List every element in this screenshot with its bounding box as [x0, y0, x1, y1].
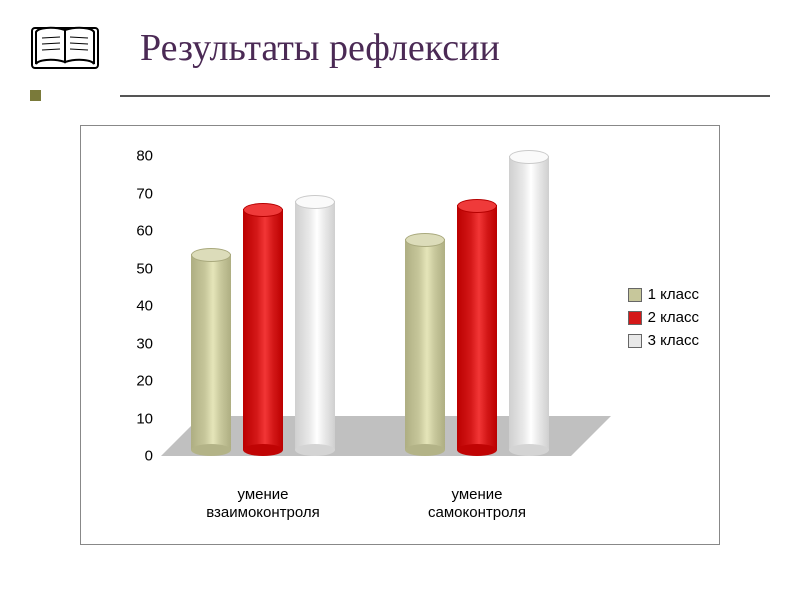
legend-item: 3 класс	[628, 332, 699, 349]
gridline	[201, 116, 611, 117]
bar-cylinder	[295, 201, 335, 456]
gridline	[201, 191, 611, 192]
bar-cylinder	[405, 239, 445, 457]
y-tick-label: 10	[136, 410, 153, 427]
y-tick-label: 20	[136, 373, 153, 390]
x-category-label: умениевзаимоконтроля	[188, 486, 338, 522]
y-tick-label: 50	[136, 260, 153, 277]
y-tick-label: 60	[136, 223, 153, 240]
bar-cylinder	[457, 205, 497, 456]
y-tick-label: 40	[136, 298, 153, 315]
legend-label: 2 класс	[648, 309, 699, 326]
y-tick-label: 70	[136, 185, 153, 202]
legend-label: 1 класс	[648, 286, 699, 303]
bar-cylinder	[243, 209, 283, 457]
y-tick-label: 80	[136, 148, 153, 165]
gridline	[201, 154, 611, 155]
x-category-label: умениесамоконтроля	[402, 486, 552, 522]
legend-swatch	[628, 288, 642, 302]
slide: Результаты рефлексии 0 10 20 30 40 50 60 70 80 ум…	[0, 0, 800, 600]
title-bullet	[30, 90, 41, 101]
legend-item: 2 класс	[628, 309, 699, 326]
page-title: Результаты рефлексии	[140, 26, 500, 70]
bar-cylinder	[509, 156, 549, 456]
bar-cylinder	[191, 254, 231, 457]
gridline-side	[161, 154, 201, 235]
legend-swatch	[628, 311, 642, 325]
legend-item: 1 класс	[628, 286, 699, 303]
chart-legend: 1 класс 2 класс 3 класс	[628, 286, 699, 355]
title-underline	[120, 95, 770, 97]
gridline-side	[161, 116, 201, 197]
legend-swatch	[628, 334, 642, 348]
y-tick-label: 30	[136, 335, 153, 352]
open-book-icon	[30, 20, 100, 75]
plot-area: 01020304050607080умениевзаимоконтроляуме…	[161, 156, 571, 456]
chart-container: 0 10 20 30 40 50 60 70 80 умениевзаимоконтроля уме…	[80, 125, 720, 545]
legend-label: 3 класс	[648, 332, 699, 349]
title-row: Результаты рефлексии	[30, 20, 770, 75]
y-tick-label: 0	[145, 448, 153, 465]
